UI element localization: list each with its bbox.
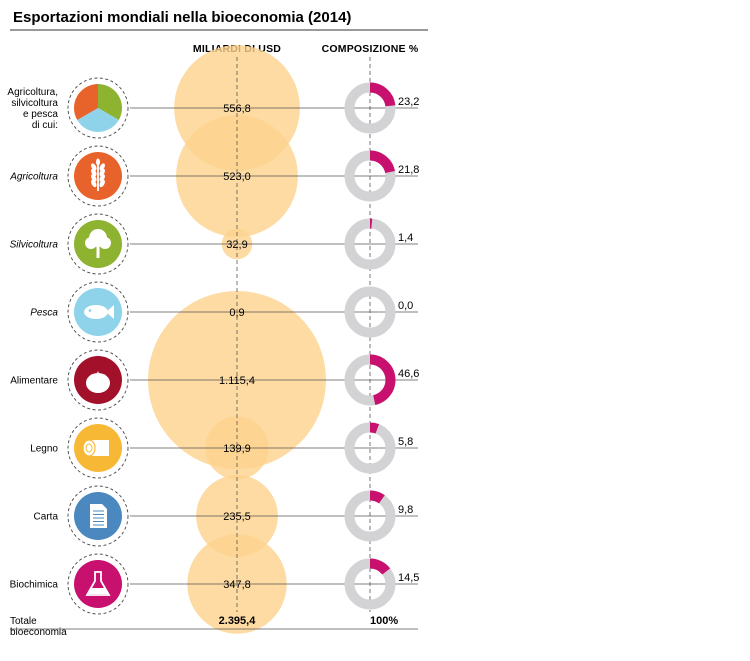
share-label: 0,0	[398, 300, 413, 312]
share-donut	[344, 558, 396, 610]
category-label: Agricoltura, silvicoltura e pesca di cui:	[7, 87, 58, 131]
agriculture-pie-icon	[67, 77, 129, 139]
flask-icon	[67, 553, 129, 615]
value-label: 556,8	[223, 103, 251, 115]
total-value: 2.395,4	[219, 615, 257, 627]
category-label: Carta	[34, 512, 59, 523]
share-donut	[344, 82, 396, 134]
tomato-icon	[67, 349, 129, 411]
value-label: 1.115,4	[219, 375, 255, 387]
chart-title: Esportazioni mondiali nella bioeconomia …	[13, 9, 351, 26]
chart-row: Agricoltura 523,0 21,8	[9, 145, 419, 207]
share-label: 5,8	[398, 436, 413, 448]
share-label: 9,8	[398, 504, 413, 516]
share-donut	[344, 286, 396, 338]
donut-share-arc	[344, 150, 396, 202]
fish-icon	[67, 281, 129, 343]
total-label: Totale bioeconomia	[10, 616, 67, 638]
value-label: 347,8	[223, 579, 251, 591]
chart-row: Pesca 0,9 0,0	[30, 281, 418, 343]
donut-share-arc	[344, 218, 396, 270]
share-donut	[344, 354, 396, 406]
category-label: Silvicoltura	[10, 240, 59, 251]
column-header-share: COMPOSIZIONE %	[322, 43, 419, 55]
donut-track	[344, 286, 396, 338]
category-label: Agricoltura	[9, 172, 58, 183]
share-label: 14,5	[398, 572, 419, 584]
value-label: 0,9	[229, 307, 244, 319]
log-icon	[67, 417, 129, 479]
share-label: 46,6	[398, 368, 419, 380]
donut-share-arc	[344, 82, 396, 134]
chart-row: Alimentare 1.115,4 46,6	[10, 349, 419, 411]
share-donut	[344, 490, 396, 542]
donut-share-arc	[344, 490, 396, 542]
category-label: Alimentare	[10, 376, 58, 387]
paper-icon	[67, 485, 129, 547]
share-donut	[344, 422, 396, 474]
value-label: 235,5	[223, 511, 251, 523]
chart-row: Agricoltura, silvicoltura e pesca di cui: 55…	[7, 77, 419, 139]
share-label: 1,4	[398, 232, 413, 244]
donut-share-arc	[344, 354, 396, 406]
value-label: 139,9	[223, 443, 251, 455]
donut-share-arc	[344, 558, 396, 610]
donut-share-arc	[344, 422, 396, 474]
category-label: Biochimica	[10, 580, 59, 591]
chart-row: Silvicoltura 32,9 1,4	[10, 213, 418, 275]
chart-row: Legno 139,9 5,8	[30, 417, 418, 479]
tree-icon	[67, 213, 129, 275]
value-label: 523,0	[223, 171, 251, 183]
value-label: 32,9	[226, 239, 247, 251]
wheat-icon	[67, 145, 129, 207]
chart-row: Carta 235,5 9,8	[34, 485, 418, 547]
category-label: Legno	[30, 444, 58, 455]
share-donut	[344, 218, 396, 270]
share-donut	[344, 150, 396, 202]
share-label: 23,2	[398, 96, 419, 108]
total-share: 100%	[370, 615, 398, 627]
share-label: 21,8	[398, 164, 419, 176]
rows-layer: Agricoltura, silvicoltura e pesca di cui: 55…	[7, 57, 419, 615]
category-label: Pesca	[30, 308, 58, 319]
chart-row: Biochimica 347,8 14,5	[10, 553, 419, 615]
total-row: Totale bioeconomia 2.395,4 100%	[10, 615, 418, 638]
